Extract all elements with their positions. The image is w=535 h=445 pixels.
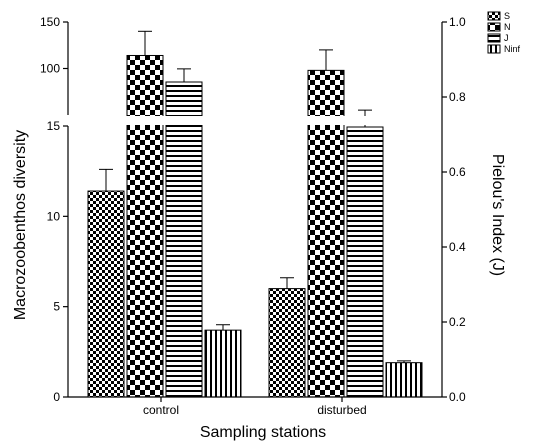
bar-control-n [126, 54, 164, 398]
legend-swatch-j [487, 33, 501, 43]
axes: 0 5 10 15 100 150 0.0 0.2 0.4 0.6 0.8 1.0 control dis… [40, 15, 466, 417]
bar-disturbed-j [346, 126, 384, 398]
y-axis-left-title: Macrozoobenthos diversity [12, 130, 29, 320]
bar-control-s [87, 190, 125, 398]
x-tick-label-control: control [143, 403, 179, 417]
y-left-tick-label-100: 100 [40, 62, 60, 76]
legend-label-j: J [504, 33, 509, 43]
y-right-tick-label-0.2: 0.2 [449, 315, 466, 329]
x-axis-title: Sampling stations [200, 424, 326, 441]
legend-swatch-ninf [487, 44, 501, 54]
y-left-tick-label-5: 5 [53, 300, 60, 314]
legend-label-ninf: Ninf [504, 44, 521, 54]
legend-label-n: N [504, 22, 511, 32]
plot-area [69, 30, 441, 398]
y-left-tick-label-10: 10 [47, 209, 61, 223]
y-right-tick-label-0.8: 0.8 [449, 90, 466, 104]
bar-control-j [165, 81, 203, 398]
legend-swatch-n [487, 22, 501, 32]
legend-label-s: S [504, 11, 510, 21]
y-right-tick-label-0.6: 0.6 [449, 165, 466, 179]
y-left-tick-label-0: 0 [53, 390, 60, 404]
axis-break-gap [69, 116, 441, 125]
y-right-tick-label-0.0: 0.0 [449, 390, 466, 404]
bar-disturbed-ninf [385, 362, 423, 398]
y-left-tick-label-150: 150 [40, 15, 60, 29]
y-axis-right-title: Pielou's Index (J) [489, 154, 506, 276]
y-right-tick-label-1.0: 1.0 [449, 15, 466, 29]
x-tick-label-disturbed: disturbed [317, 403, 366, 417]
y-left-tick-label-15: 15 [47, 119, 61, 133]
y-right-tick-label-0.4: 0.4 [449, 240, 466, 254]
bar-disturbed-s [268, 288, 306, 398]
bar-control-ninf [204, 329, 242, 398]
legend-swatch-s [487, 11, 501, 21]
